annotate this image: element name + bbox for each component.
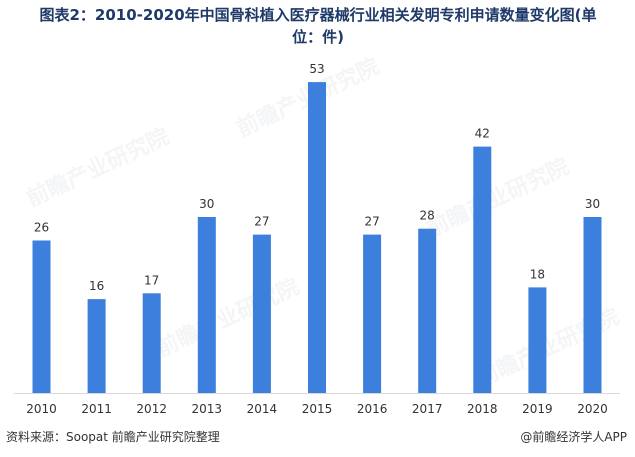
value-label-2019: 18 <box>530 267 545 281</box>
bars-group <box>32 82 602 393</box>
chart-title: 图表2：2010-2020年中国骨科植入医疗器械行业相关发明专利申请数量变化图(… <box>6 4 630 48</box>
x-tick-label-2020: 2020 <box>577 402 608 416</box>
bar-2017 <box>418 228 437 393</box>
x-tick-label-2015: 2015 <box>302 402 333 416</box>
value-label-2017: 28 <box>420 209 435 223</box>
value-label-2015: 53 <box>309 62 324 76</box>
bar-2011 <box>87 299 106 393</box>
credit-note: @前瞻经济学人APP <box>520 430 627 444</box>
value-label-2018: 42 <box>475 127 490 141</box>
bar-2010 <box>32 240 51 393</box>
x-tick-label-2017: 2017 <box>412 402 443 416</box>
source-note: 资料来源：Soopat 前瞻产业研究院整理 <box>6 430 220 444</box>
chart-title-line-1: 图表2：2010-2020年中国骨科植入医疗器械行业相关发明专利申请数量变化图(… <box>39 6 597 24</box>
bar-2014 <box>252 234 271 393</box>
x-tick-label-2012: 2012 <box>136 402 167 416</box>
x-tick-label-2010: 2010 <box>26 402 57 416</box>
value-label-2014: 27 <box>254 215 269 229</box>
bar-2012 <box>142 293 161 393</box>
x-tick-label-2018: 2018 <box>467 402 498 416</box>
x-tick-label-2019: 2019 <box>522 402 553 416</box>
value-labels-group: 26 16 17 30 27 53 27 28 42 18 30 <box>34 62 600 293</box>
x-tick-label-2013: 2013 <box>192 402 223 416</box>
value-label-2010: 26 <box>34 221 49 235</box>
value-label-2011: 16 <box>89 279 104 293</box>
value-label-2016: 27 <box>364 215 379 229</box>
bar-2019 <box>528 287 547 393</box>
bar-2016 <box>363 234 382 393</box>
chart-title-line-2: 位：件) <box>292 28 344 46</box>
bar-2015 <box>308 82 326 393</box>
bar-2013 <box>197 217 216 393</box>
value-label-2013: 30 <box>199 197 214 211</box>
bar-2020 <box>583 217 602 393</box>
x-tick-label-2011: 2011 <box>81 402 112 416</box>
value-label-2020: 30 <box>585 197 600 211</box>
x-tick-label-2016: 2016 <box>357 402 388 416</box>
tick-labels-group: 2010 2011 2012 2013 2014 2015 2016 2017 2018 2019… <box>26 402 608 416</box>
x-tick-label-2014: 2014 <box>247 402 278 416</box>
value-label-2012: 17 <box>144 273 159 287</box>
bar-2018 <box>473 146 492 393</box>
